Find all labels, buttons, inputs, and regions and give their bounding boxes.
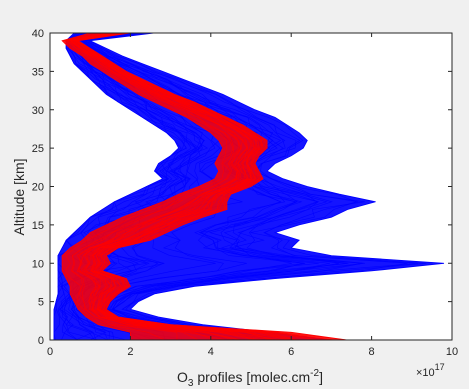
y-tick-label: 15 xyxy=(32,220,44,232)
x-tick-label: 6 xyxy=(288,346,294,358)
x-label-main: O xyxy=(177,369,188,385)
blue-profile-line xyxy=(86,33,408,340)
y-axis: 0 5 10 15 20 25 30 35 40 xyxy=(32,28,452,347)
red-profile-line xyxy=(73,33,295,340)
x-label-rest: profiles [molec.cm xyxy=(193,369,310,385)
y-tick-label: 10 xyxy=(32,258,44,270)
y-tick-label: 35 xyxy=(32,66,44,78)
red-profile-line xyxy=(65,33,234,340)
x-tick-label: 2 xyxy=(127,346,133,358)
blue-profile-line xyxy=(84,33,363,340)
blue-profile-max-edge xyxy=(88,33,445,340)
x-axis-label: O3 profiles [molec.cm-2] xyxy=(177,368,323,389)
x-exponent-power: 17 xyxy=(435,362,445,372)
red-profile-max-edge xyxy=(76,33,348,340)
red-profile-line xyxy=(70,33,252,340)
x-exponent-base: ×10 xyxy=(416,367,435,379)
blue-profile-line xyxy=(80,33,347,340)
red-profile-min-edge xyxy=(61,33,224,340)
blue-profile-line xyxy=(81,33,303,340)
y-tick-label: 25 xyxy=(32,143,44,155)
x-label-superscript: -2 xyxy=(310,368,319,379)
x-tick-label: 4 xyxy=(208,346,214,358)
red-profile-line xyxy=(63,33,228,340)
y-tick-label: 30 xyxy=(32,105,44,117)
red-profile-line xyxy=(67,33,243,340)
x-label-subscript: 3 xyxy=(188,378,194,389)
plot-area xyxy=(53,33,445,340)
blue-profile-line xyxy=(81,33,306,340)
red-profile-line xyxy=(69,33,262,340)
blue-profile-min-edge xyxy=(53,33,180,340)
y-tick-label: 5 xyxy=(38,297,44,309)
red-profile-line xyxy=(64,33,235,340)
x-tick-label: 0 xyxy=(47,346,53,358)
y-tick-label: 20 xyxy=(32,182,44,194)
red-profile-line xyxy=(73,33,288,340)
x-exponent-label: ×1017 xyxy=(416,362,445,379)
x-tick-label: 10 xyxy=(446,346,458,358)
x-label-end: ] xyxy=(319,369,323,385)
x-axis: 0 2 4 6 8 10 xyxy=(47,33,458,358)
blue-profile-line xyxy=(88,33,427,340)
y-axis-label: Altitude [km] xyxy=(11,158,27,235)
red-profile-line xyxy=(72,33,273,340)
red-profile-line xyxy=(76,33,348,340)
blue-profile-line xyxy=(60,33,196,340)
y-tick-label: 40 xyxy=(32,28,44,40)
red-profile-line xyxy=(67,33,240,340)
x-tick-label: 8 xyxy=(369,346,375,358)
y-tick-label: 0 xyxy=(38,335,44,347)
blue-profile-line xyxy=(83,33,340,340)
blue-profile-line xyxy=(63,33,192,340)
